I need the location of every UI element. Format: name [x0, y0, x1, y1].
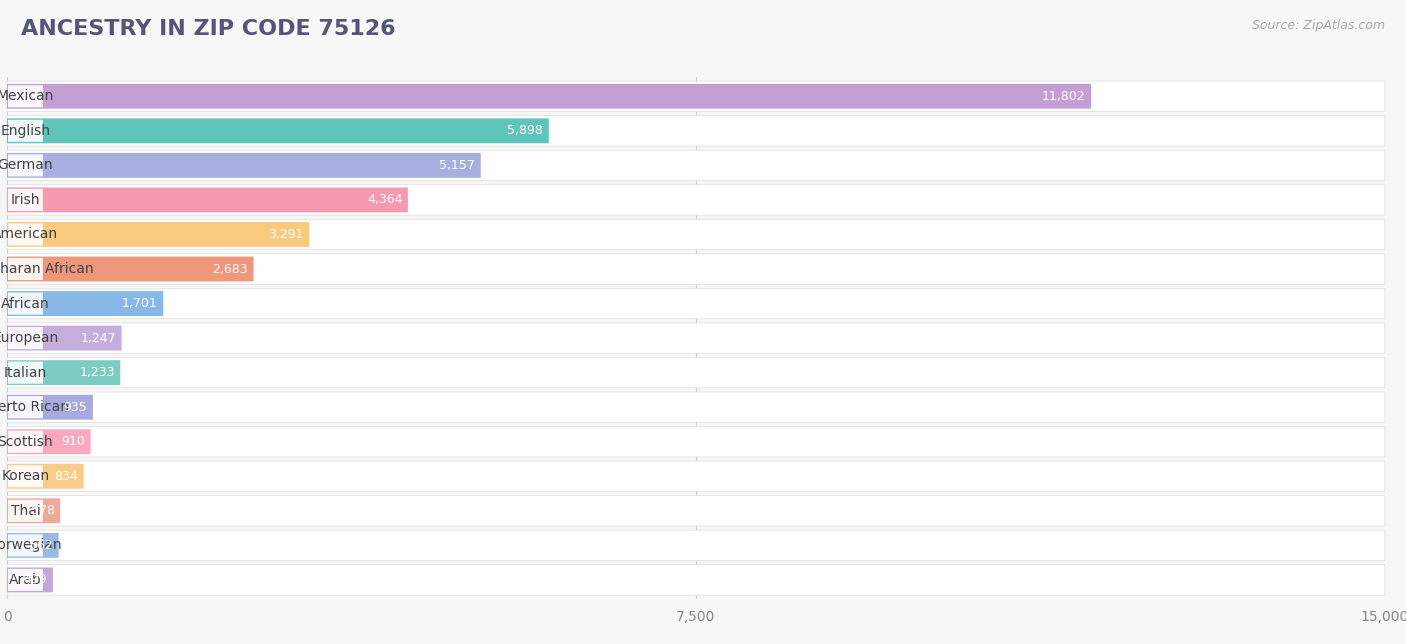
FancyBboxPatch shape [8, 535, 42, 556]
FancyBboxPatch shape [7, 567, 53, 592]
Text: Arab: Arab [8, 573, 42, 587]
FancyBboxPatch shape [7, 116, 1385, 146]
FancyBboxPatch shape [7, 360, 121, 385]
FancyBboxPatch shape [8, 223, 42, 245]
FancyBboxPatch shape [8, 155, 42, 176]
Text: Korean: Korean [1, 469, 49, 483]
FancyBboxPatch shape [7, 185, 1385, 215]
FancyBboxPatch shape [7, 222, 309, 247]
FancyBboxPatch shape [7, 187, 408, 213]
Text: 11,802: 11,802 [1042, 90, 1085, 103]
Text: 562: 562 [30, 539, 53, 552]
FancyBboxPatch shape [7, 326, 121, 350]
FancyBboxPatch shape [7, 530, 1385, 560]
FancyBboxPatch shape [8, 431, 42, 453]
FancyBboxPatch shape [7, 565, 1385, 595]
FancyBboxPatch shape [7, 426, 1385, 457]
Text: American: American [0, 227, 59, 242]
Text: Scottish: Scottish [0, 435, 53, 449]
FancyBboxPatch shape [8, 85, 42, 108]
FancyBboxPatch shape [7, 323, 1385, 354]
FancyBboxPatch shape [7, 84, 1091, 109]
Text: 2,683: 2,683 [212, 263, 247, 276]
Text: Italian: Italian [4, 366, 46, 380]
Text: 1,233: 1,233 [79, 366, 115, 379]
Text: Source: ZipAtlas.com: Source: ZipAtlas.com [1251, 19, 1385, 32]
Text: Irish: Irish [11, 193, 41, 207]
Text: African: African [1, 296, 49, 310]
Text: 578: 578 [31, 504, 55, 517]
Text: 4,364: 4,364 [367, 193, 402, 207]
FancyBboxPatch shape [8, 396, 42, 418]
FancyBboxPatch shape [7, 118, 548, 143]
Text: Subsaharan African: Subsaharan African [0, 262, 93, 276]
FancyBboxPatch shape [7, 461, 1385, 491]
Text: 910: 910 [62, 435, 86, 448]
Text: English: English [0, 124, 51, 138]
Text: Thai: Thai [10, 504, 41, 518]
FancyBboxPatch shape [8, 258, 42, 280]
FancyBboxPatch shape [7, 256, 253, 281]
Text: 1,701: 1,701 [122, 297, 157, 310]
FancyBboxPatch shape [7, 81, 1385, 111]
Text: 834: 834 [55, 469, 79, 483]
Text: 935: 935 [63, 401, 87, 413]
FancyBboxPatch shape [8, 189, 42, 211]
FancyBboxPatch shape [8, 465, 42, 488]
FancyBboxPatch shape [8, 120, 42, 142]
Text: 3,291: 3,291 [269, 228, 304, 241]
FancyBboxPatch shape [7, 219, 1385, 250]
Text: European: European [0, 331, 59, 345]
FancyBboxPatch shape [8, 292, 42, 315]
FancyBboxPatch shape [7, 533, 59, 558]
FancyBboxPatch shape [8, 500, 42, 522]
FancyBboxPatch shape [7, 289, 1385, 319]
FancyBboxPatch shape [7, 254, 1385, 284]
FancyBboxPatch shape [8, 327, 42, 349]
Text: Puerto Rican: Puerto Rican [0, 400, 69, 414]
FancyBboxPatch shape [7, 392, 1385, 422]
FancyBboxPatch shape [7, 395, 93, 420]
Text: Mexican: Mexican [0, 90, 53, 103]
FancyBboxPatch shape [7, 496, 1385, 526]
FancyBboxPatch shape [8, 569, 42, 591]
FancyBboxPatch shape [7, 498, 60, 524]
FancyBboxPatch shape [8, 361, 42, 384]
Text: 5,157: 5,157 [439, 159, 475, 172]
Text: Norwegian: Norwegian [0, 538, 63, 553]
Text: 1,247: 1,247 [80, 332, 117, 345]
Text: German: German [0, 158, 53, 173]
FancyBboxPatch shape [7, 357, 1385, 388]
FancyBboxPatch shape [7, 430, 90, 454]
FancyBboxPatch shape [7, 153, 481, 178]
Text: 5,898: 5,898 [508, 124, 543, 137]
FancyBboxPatch shape [7, 464, 83, 489]
Text: 499: 499 [24, 573, 48, 587]
FancyBboxPatch shape [7, 291, 163, 316]
Text: ANCESTRY IN ZIP CODE 75126: ANCESTRY IN ZIP CODE 75126 [21, 19, 395, 39]
FancyBboxPatch shape [7, 150, 1385, 180]
